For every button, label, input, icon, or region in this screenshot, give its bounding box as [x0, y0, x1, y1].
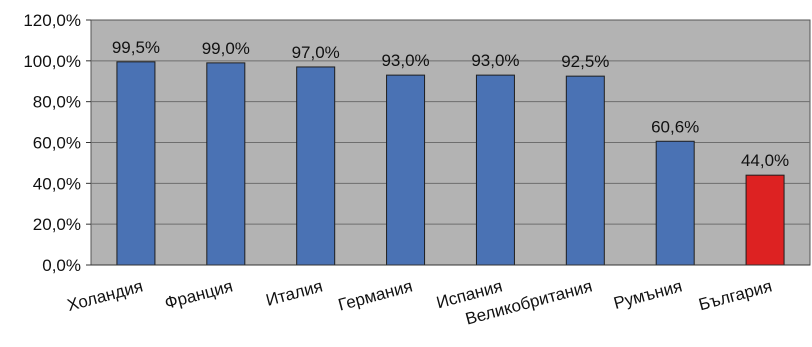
y-tick-label: 40,0%	[33, 174, 81, 193]
data-label: 92,5%	[561, 52, 609, 71]
bar-3	[296, 66, 336, 266]
bar-5	[475, 74, 515, 266]
bar-1	[116, 61, 156, 266]
bar-4	[386, 74, 426, 266]
x-tick-label: България	[697, 277, 774, 315]
y-tick-label: 0,0%	[42, 256, 81, 275]
x-tick-label: Франция	[163, 277, 235, 313]
x-axis-labels: Холандия Франция Италия Германия ИспанияВели…	[65, 277, 774, 329]
data-label: 44,0%	[741, 151, 789, 170]
data-label: 93,0%	[471, 51, 519, 70]
data-label: 60,6%	[651, 117, 699, 136]
bars	[91, 61, 810, 266]
data-label: 99,0%	[202, 39, 250, 58]
y-tick-label: 20,0%	[33, 215, 81, 234]
bar-8	[745, 174, 785, 266]
bar-7	[655, 140, 695, 266]
data-label: 99,5%	[112, 38, 160, 57]
y-tick-label: 60,0%	[33, 134, 81, 153]
x-tick-label: Холандия	[65, 277, 145, 315]
bar-2	[206, 62, 246, 266]
y-tick-label: 100,0%	[23, 52, 81, 71]
y-tick-label: 80,0%	[33, 93, 81, 112]
x-tick-label: Германия	[336, 277, 415, 315]
bar-6	[565, 75, 605, 266]
x-tick-label: Италия	[264, 277, 325, 310]
data-label: 93,0%	[381, 51, 429, 70]
x-tick-label: Румъния	[612, 277, 685, 313]
data-label: 97,0%	[292, 43, 340, 62]
data-labels: 99,5% 99,0% 97,0% 93,0% 93,0% 92,5% 60,6% 44,0%	[112, 38, 789, 170]
y-axis-ticks: 0,0% 20,0% 40,0% 60,0% 80,0% 100,0% 120,0%	[23, 11, 91, 275]
y-tick-label: 120,0%	[23, 11, 81, 30]
